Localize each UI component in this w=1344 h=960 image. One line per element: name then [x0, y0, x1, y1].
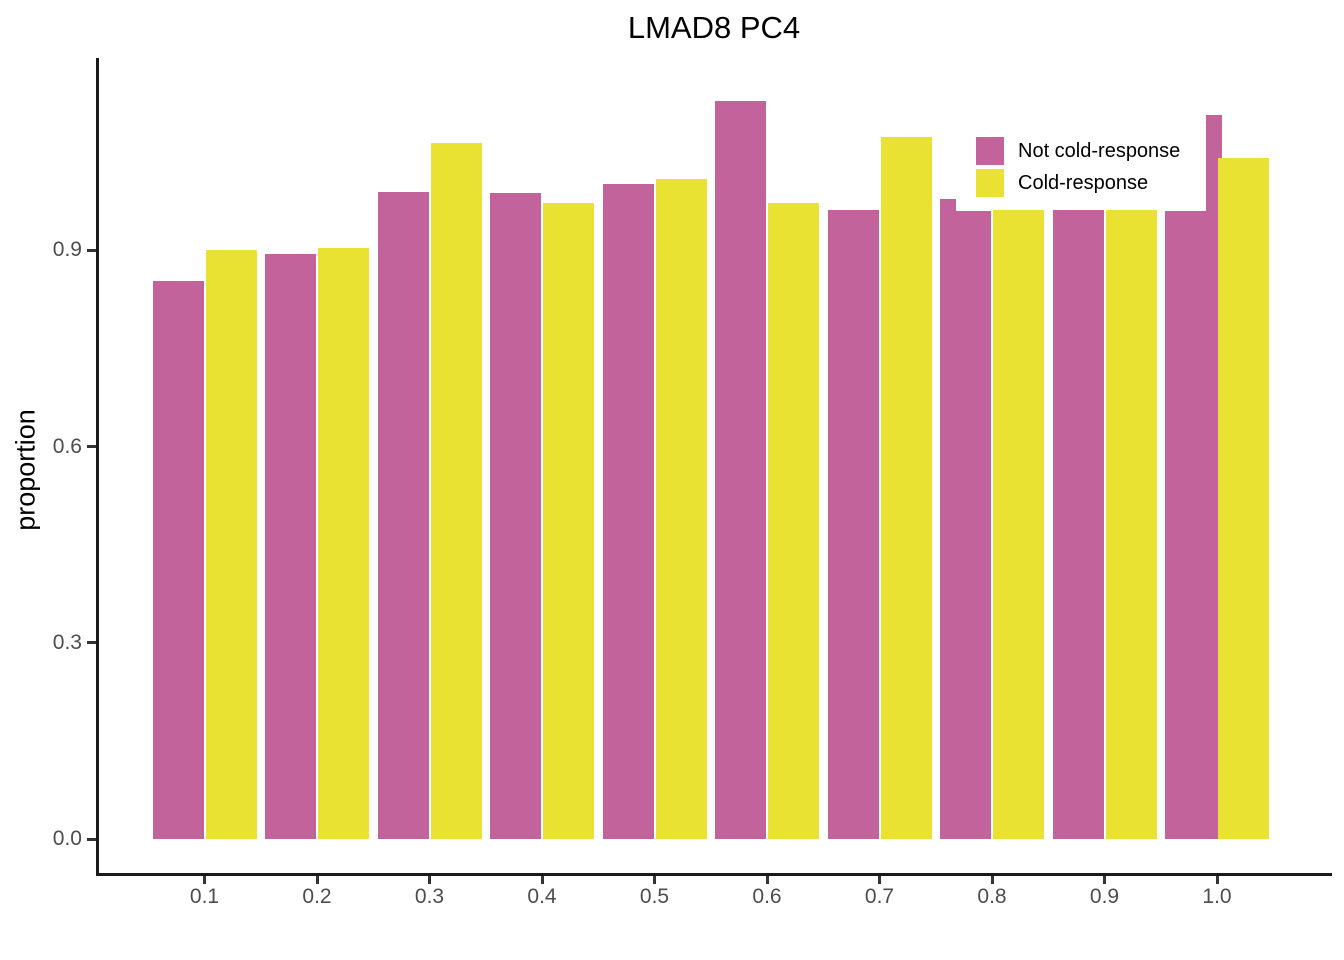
x-tick-mark: [203, 876, 206, 884]
bar-cold-response-x1: [1218, 158, 1269, 839]
x-tick-label: 1.0: [1202, 885, 1232, 908]
bar-not-cold-response-x0.8: [940, 211, 991, 839]
bar-cold-response-x0.9: [1105, 209, 1157, 839]
x-tick-mark: [428, 876, 431, 884]
bar-cold-response-x0.8: [993, 209, 1044, 839]
legend-key-not-cold-response-swatch: [976, 137, 1004, 165]
bar-not-cold-response-x0.3: [377, 192, 429, 839]
chart-title: LMAD8 PC4: [627, 10, 801, 45]
x-tick-mark: [1215, 876, 1219, 884]
y-tick-mark: [87, 445, 96, 449]
x-tick-label: 0.4: [527, 885, 557, 908]
legend-item-not-cold-response: Not cold-response: [976, 136, 1180, 166]
x-tick-mark: [540, 876, 544, 884]
y-tick-mark: [87, 248, 96, 252]
legend-item-cold-response: Cold-response: [976, 168, 1180, 198]
bar-cold-response-x0.3: [430, 143, 482, 839]
x-tick-label: 0.2: [302, 885, 332, 908]
bar-cold-response-x0.4: [543, 203, 594, 839]
y-tick-label: 0.3: [52, 630, 82, 654]
bar-cold-response-x0.2: [318, 247, 369, 839]
y-axis-title: proportion: [10, 409, 41, 531]
x-tick-mark: [653, 876, 656, 884]
x-tick-label: 0.6: [752, 885, 782, 908]
x-tick-mark: [878, 876, 881, 884]
bar-not-cold-response-x0.9: [1052, 209, 1104, 839]
x-tick-label: 0.9: [1089, 885, 1120, 908]
x-tick-mark: [315, 876, 319, 884]
bar-not-cold-response-x0.4: [490, 192, 541, 839]
y-tick-label: 0.0: [52, 827, 82, 850]
x-tick-label: 0.3: [414, 885, 445, 908]
bar-cold-response-x0.1: [205, 249, 257, 839]
legend-label: Not cold-response: [1018, 139, 1181, 162]
bar-cold-response-x0.5: [655, 179, 707, 839]
x-tick-mark: [765, 876, 769, 884]
legend-label: Cold-response: [1018, 171, 1149, 194]
bar-not-cold-response-x1: [1165, 211, 1216, 839]
bar-cold-response-x0.7: [880, 137, 932, 839]
x-tick-mark: [990, 876, 994, 884]
x-axis-line: [96, 873, 1332, 876]
x-tick-label: 0.8: [977, 885, 1007, 908]
bar-not-cold-response-x0.7: [827, 209, 879, 839]
y-tick-label: 0.6: [52, 434, 82, 458]
bar-not-cold-response-x0.1: [152, 281, 204, 839]
y-axis-line: [96, 58, 99, 876]
bar-not-cold-response-x0.2: [265, 254, 316, 839]
x-tick-label: 0.5: [639, 885, 670, 908]
legend: Not cold-response Cold-response: [976, 136, 1180, 198]
y-tick-label: 0.9: [52, 238, 82, 262]
bar-not-cold-response-x0.5: [602, 183, 654, 839]
legend-key-cold-response-swatch: [976, 169, 1004, 197]
y-tick-mark: [87, 641, 96, 645]
bar-cold-response-x0.6: [768, 203, 819, 839]
x-tick-label: 0.7: [864, 885, 895, 908]
y-tick-mark: [87, 837, 96, 841]
x-tick-mark: [1103, 876, 1106, 884]
x-tick-label: 0.1: [189, 885, 220, 908]
bar-not-cold-response-x0.6: [715, 101, 766, 839]
